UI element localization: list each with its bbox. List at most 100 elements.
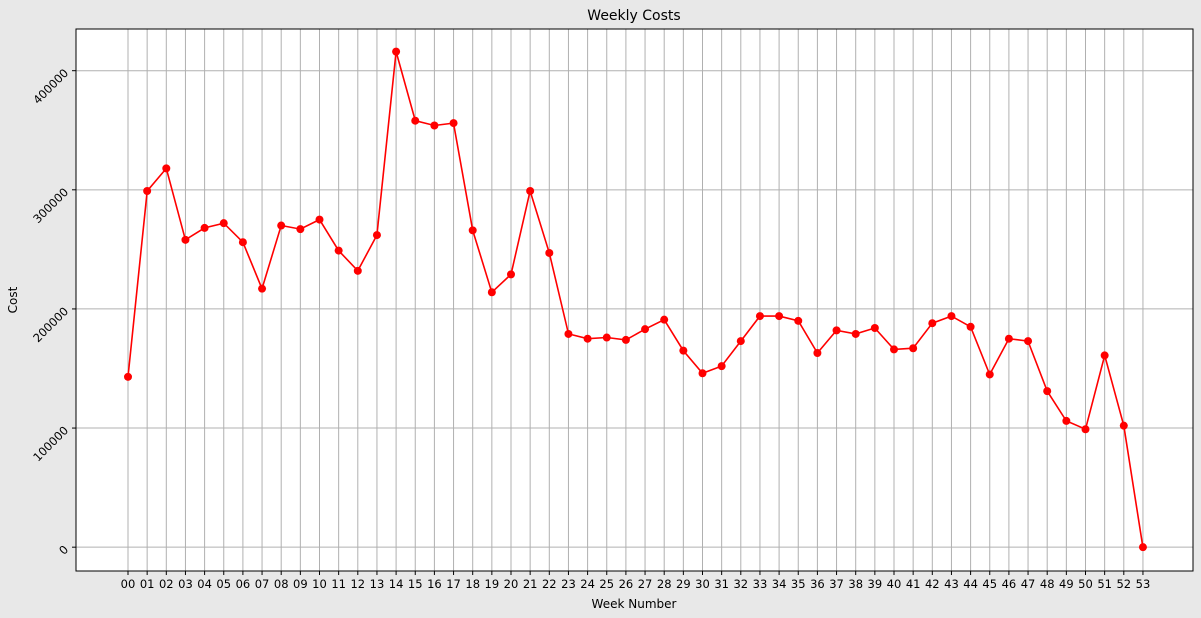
data-point bbox=[1062, 416, 1071, 425]
x-tick-label: 24 bbox=[580, 577, 595, 591]
data-point bbox=[411, 116, 420, 125]
data-point bbox=[602, 333, 611, 342]
data-point bbox=[1119, 421, 1128, 430]
data-point bbox=[755, 312, 764, 321]
x-tick-label: 34 bbox=[772, 577, 787, 591]
x-tick-label: 33 bbox=[753, 577, 768, 591]
x-tick-label: 13 bbox=[370, 577, 385, 591]
x-tick-label: 44 bbox=[963, 577, 978, 591]
x-tick-label: 50 bbox=[1078, 577, 1093, 591]
y-tick-label: 200000 bbox=[30, 304, 71, 345]
data-point bbox=[679, 346, 688, 355]
x-tick-label: 31 bbox=[714, 577, 729, 591]
plot-frame bbox=[75, 28, 1194, 572]
data-point bbox=[468, 226, 477, 235]
x-axis-label: Week Number bbox=[592, 597, 677, 611]
x-tick-label: 40 bbox=[887, 577, 902, 591]
data-point bbox=[1100, 351, 1109, 360]
data-point bbox=[162, 164, 171, 173]
x-tick-label: 36 bbox=[810, 577, 825, 591]
data-point bbox=[775, 312, 784, 321]
data-point bbox=[985, 370, 994, 379]
data-point bbox=[794, 316, 803, 325]
data-point bbox=[392, 47, 401, 56]
y-tick-label: 400000 bbox=[30, 66, 71, 107]
data-point bbox=[717, 362, 726, 371]
x-tick-label: 45 bbox=[982, 577, 997, 591]
x-tick-label: 37 bbox=[829, 577, 844, 591]
data-point bbox=[1004, 334, 1013, 343]
x-tick-label: 41 bbox=[906, 577, 921, 591]
x-tick-label: 08 bbox=[274, 577, 289, 591]
x-tick-label: 04 bbox=[197, 577, 212, 591]
x-tick-label: 05 bbox=[216, 577, 231, 591]
data-point bbox=[698, 369, 707, 378]
x-tick-label: 30 bbox=[695, 577, 710, 591]
data-point bbox=[143, 187, 152, 196]
x-tick-label: 32 bbox=[733, 577, 748, 591]
x-tick-label: 00 bbox=[121, 577, 136, 591]
data-point bbox=[564, 329, 573, 338]
data-point bbox=[641, 325, 650, 334]
x-tick-label: 51 bbox=[1097, 577, 1112, 591]
x-tick-label: 06 bbox=[236, 577, 251, 591]
x-tick-label: 17 bbox=[446, 577, 461, 591]
data-point bbox=[353, 266, 362, 275]
x-tick-label: 11 bbox=[331, 577, 346, 591]
x-tick-label: 38 bbox=[848, 577, 863, 591]
data-point bbox=[928, 319, 937, 328]
x-tick-label: 15 bbox=[408, 577, 423, 591]
data-point bbox=[1081, 425, 1090, 434]
x-tick-label: 10 bbox=[312, 577, 327, 591]
data-point bbox=[966, 322, 975, 331]
y-tick-label: 100000 bbox=[30, 423, 71, 464]
x-tick-label: 43 bbox=[944, 577, 959, 591]
data-point bbox=[660, 315, 669, 324]
x-tick-label: 14 bbox=[389, 577, 404, 591]
x-tick-label: 23 bbox=[561, 577, 576, 591]
data-point bbox=[430, 121, 439, 130]
data-point bbox=[487, 288, 496, 297]
data-point bbox=[200, 223, 209, 232]
x-tick-label: 12 bbox=[350, 577, 365, 591]
y-tick-label: 0 bbox=[56, 542, 71, 557]
x-tick-label: 39 bbox=[868, 577, 883, 591]
data-point bbox=[334, 246, 343, 255]
x-tick-label: 09 bbox=[293, 577, 308, 591]
series-group bbox=[124, 47, 1147, 552]
x-tick-label: 16 bbox=[427, 577, 442, 591]
x-tick-label: 29 bbox=[676, 577, 691, 591]
x-tick-label: 27 bbox=[638, 577, 653, 591]
x-tick-label: 01 bbox=[140, 577, 155, 591]
grid-lines bbox=[76, 29, 1193, 571]
x-tick-label: 42 bbox=[925, 577, 940, 591]
data-point bbox=[736, 337, 745, 346]
data-point bbox=[1024, 337, 1033, 346]
data-point bbox=[372, 231, 381, 240]
data-point bbox=[545, 248, 554, 257]
x-tick-label: 35 bbox=[791, 577, 806, 591]
x-tick-label: 52 bbox=[1116, 577, 1131, 591]
data-point bbox=[621, 335, 630, 344]
data-point bbox=[947, 312, 956, 321]
data-point bbox=[1043, 387, 1052, 396]
data-point bbox=[315, 215, 324, 224]
x-tick-label: 19 bbox=[485, 577, 500, 591]
y-tick-label: 300000 bbox=[30, 185, 71, 226]
x-tick-label: 02 bbox=[159, 577, 174, 591]
x-tick-label: 03 bbox=[178, 577, 193, 591]
data-point bbox=[870, 323, 879, 332]
x-tick-label: 20 bbox=[504, 577, 519, 591]
x-tick-label: 26 bbox=[619, 577, 634, 591]
data-point bbox=[219, 219, 228, 228]
data-point bbox=[1138, 543, 1147, 552]
x-tick-label: 46 bbox=[1002, 577, 1017, 591]
plot-area bbox=[75, 28, 1194, 572]
data-point bbox=[181, 235, 190, 244]
data-point bbox=[507, 270, 515, 279]
data-point bbox=[238, 238, 247, 247]
x-tick-label: 47 bbox=[1021, 577, 1036, 591]
data-point bbox=[526, 187, 535, 196]
data-point bbox=[296, 225, 305, 234]
